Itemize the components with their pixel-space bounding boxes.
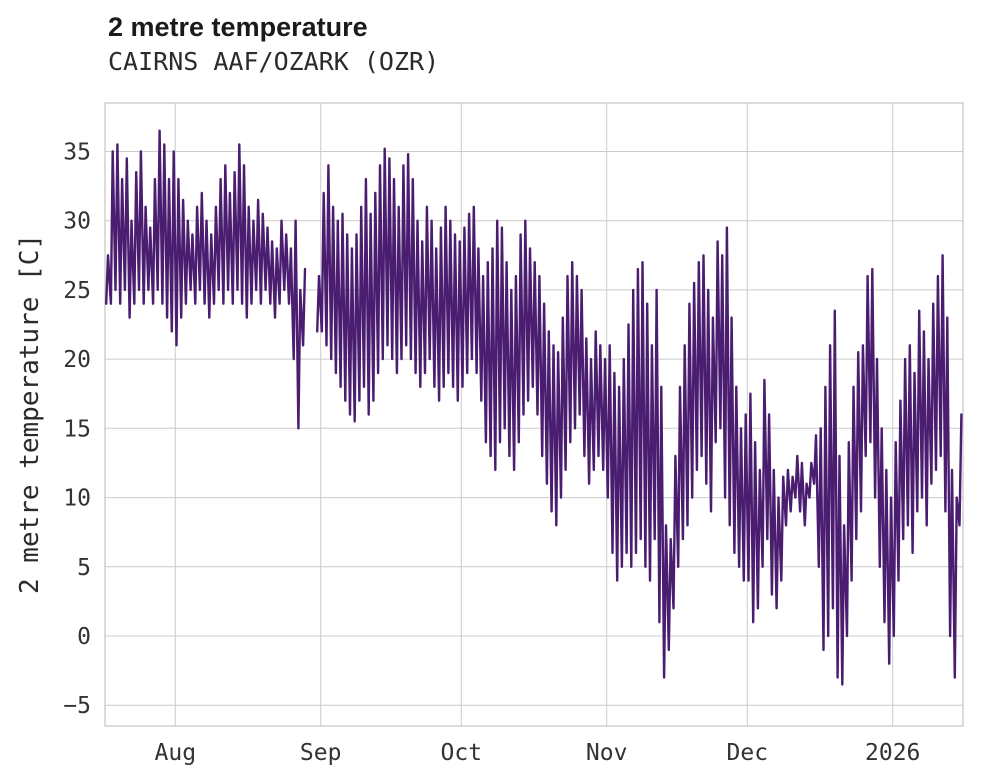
y-tick-label: −5 (63, 693, 91, 719)
y-tick-label: 15 (63, 416, 91, 442)
y-tick-label: 20 (63, 347, 91, 373)
x-tick-label: Sep (300, 740, 342, 766)
x-tick-label: Nov (586, 740, 628, 766)
temperature-series-line (105, 129, 963, 686)
x-tick-label: Aug (155, 740, 197, 766)
chart-subtitle: CAIRNS AAF/OZARK (OZR) (108, 47, 440, 76)
y-tick-label: 0 (77, 624, 91, 650)
x-tick-label: Oct (441, 740, 483, 766)
y-tick-label: 30 (63, 209, 91, 235)
chart-title: 2 metre temperature (108, 12, 368, 42)
plot-border (104, 102, 964, 727)
y-tick-label: 10 (63, 486, 91, 512)
y-tick-label: 25 (63, 278, 91, 304)
x-tick-label: Dec (727, 740, 769, 766)
y-tick-label: 35 (63, 140, 91, 166)
y-tick-label: 5 (77, 555, 91, 581)
x-tick-label: 2026 (865, 740, 920, 766)
